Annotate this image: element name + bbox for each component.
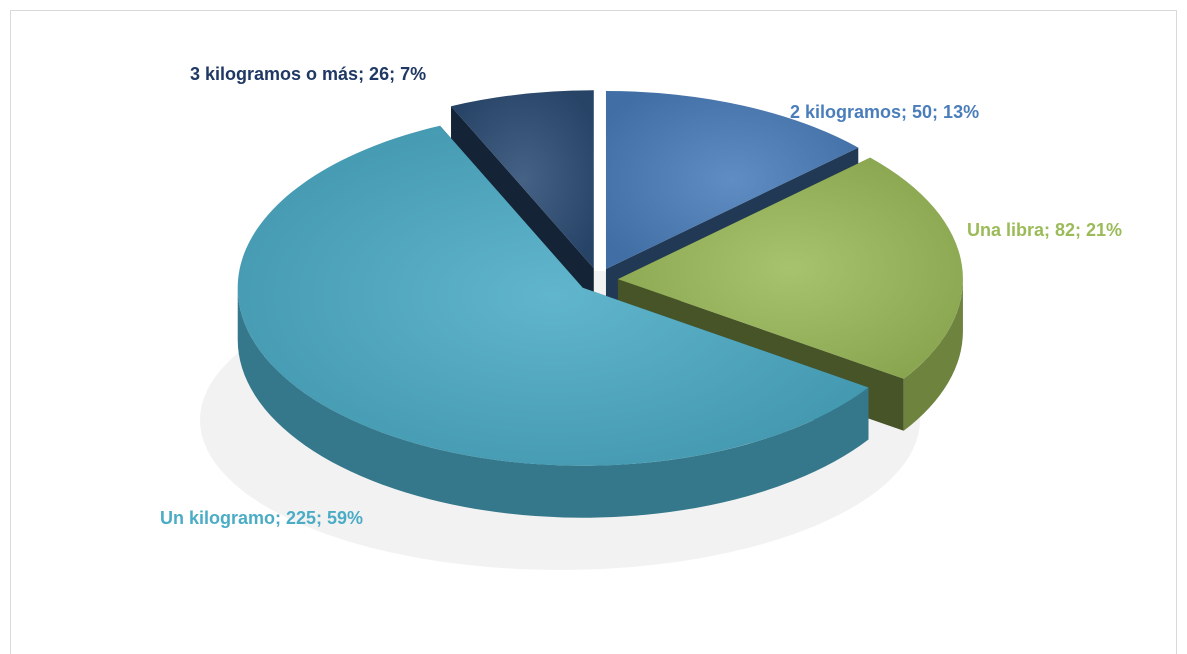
slice-side: [237, 287, 869, 518]
data-label: 2 kilogramos; 50; 13%: [790, 102, 979, 122]
slice: [237, 125, 869, 518]
data-label: 3 kilogramos o más; 26; 7%: [190, 64, 426, 84]
data-label: Un kilogramo; 225; 59%: [160, 508, 363, 528]
slice-highlight: [237, 125, 869, 466]
data-label: Una libra; 82; 21%: [967, 220, 1122, 240]
slice-highlight: [451, 90, 594, 269]
slice-side: [903, 279, 963, 431]
slice-highlight: [617, 157, 963, 379]
slice-highlight: [605, 90, 859, 269]
